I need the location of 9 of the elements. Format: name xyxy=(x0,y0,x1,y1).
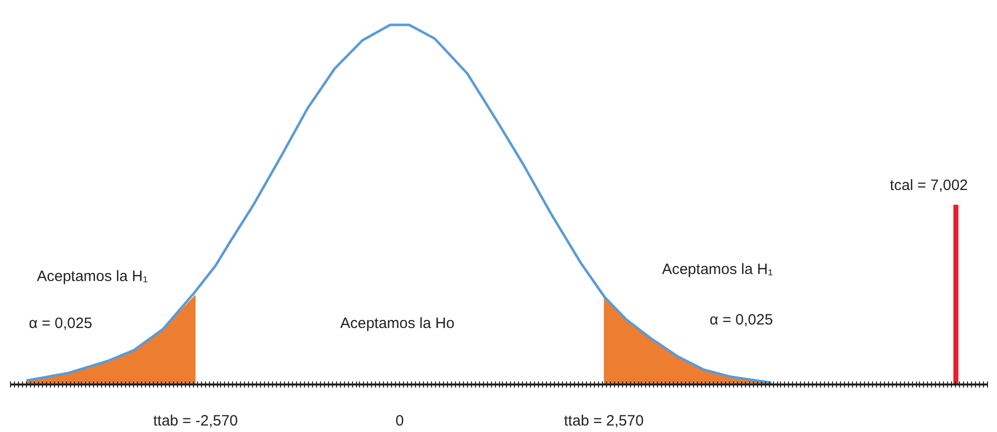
annotation: α = 0,025 xyxy=(28,314,92,332)
annotation: α = 0,025 xyxy=(710,311,773,328)
annotation: Aceptamos la Ho xyxy=(340,314,454,332)
x-tick-label: ttab = -2,570 xyxy=(153,412,238,430)
x-tick-label: 0 xyxy=(396,412,404,430)
annotation: Aceptamos la H₁ xyxy=(36,268,148,286)
annotation: Aceptamos la H₁ xyxy=(662,260,773,278)
ref-line-label: tcal = 7,002 xyxy=(890,176,968,194)
x-tick-label: ttab = 2,570 xyxy=(564,412,644,430)
